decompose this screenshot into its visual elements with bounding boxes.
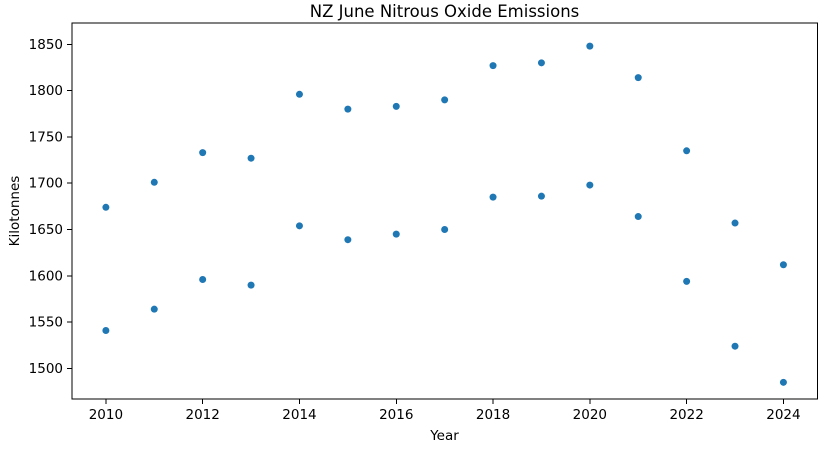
data-point bbox=[102, 326, 110, 334]
data-point bbox=[247, 154, 255, 162]
data-point bbox=[683, 277, 691, 285]
data-point bbox=[779, 261, 787, 269]
y-tick-label: 1750 bbox=[29, 129, 63, 145]
y-tick-label: 1500 bbox=[29, 361, 63, 377]
x-tick-label: 2016 bbox=[379, 407, 413, 423]
data-point bbox=[634, 74, 642, 82]
data-point bbox=[295, 222, 303, 230]
y-axis-label: Kilotonnes bbox=[7, 176, 23, 247]
x-axis-label: Year bbox=[429, 428, 459, 444]
data-point bbox=[441, 96, 449, 104]
y-tick-label: 1650 bbox=[29, 222, 63, 238]
data-point bbox=[247, 281, 255, 289]
data-point bbox=[295, 90, 303, 98]
data-point bbox=[731, 219, 739, 227]
data-point bbox=[779, 378, 787, 386]
data-point bbox=[344, 105, 352, 113]
data-point bbox=[537, 192, 545, 200]
data-point bbox=[489, 193, 497, 201]
data-point bbox=[586, 42, 594, 50]
data-point bbox=[150, 178, 158, 186]
data-point bbox=[392, 102, 400, 110]
x-tick-label: 2022 bbox=[669, 407, 703, 423]
data-point bbox=[199, 276, 207, 284]
data-point bbox=[683, 147, 691, 155]
x-tick-label: 2014 bbox=[282, 407, 316, 423]
data-point bbox=[102, 203, 110, 211]
y-tick-label: 1550 bbox=[29, 315, 63, 331]
data-point bbox=[489, 62, 497, 70]
x-tick-label: 2010 bbox=[89, 407, 123, 423]
data-point bbox=[634, 213, 642, 221]
chart-title: NZ June Nitrous Oxide Emissions bbox=[310, 2, 580, 21]
data-point bbox=[441, 226, 449, 234]
y-tick-label: 1800 bbox=[29, 83, 63, 99]
x-tick-label: 2018 bbox=[476, 407, 510, 423]
y-tick-label: 1600 bbox=[29, 268, 63, 284]
x-tick-label: 2020 bbox=[573, 407, 607, 423]
plot-border bbox=[71, 22, 818, 400]
data-point bbox=[199, 149, 207, 157]
y-tick-label: 1850 bbox=[29, 37, 63, 53]
axes-frame: 2010 2012 2014 2016 2018 2020 2022 2024 1500 1550… bbox=[29, 22, 818, 423]
data-point bbox=[150, 305, 158, 313]
data-point bbox=[392, 230, 400, 238]
data-point bbox=[537, 59, 545, 67]
data-point bbox=[731, 342, 739, 350]
data-points bbox=[102, 42, 787, 386]
y-tick-label: 1700 bbox=[29, 176, 63, 192]
x-tick-label: 2024 bbox=[766, 407, 800, 423]
x-tick-label: 2012 bbox=[185, 407, 219, 423]
data-point bbox=[344, 236, 352, 244]
data-point bbox=[586, 181, 594, 189]
